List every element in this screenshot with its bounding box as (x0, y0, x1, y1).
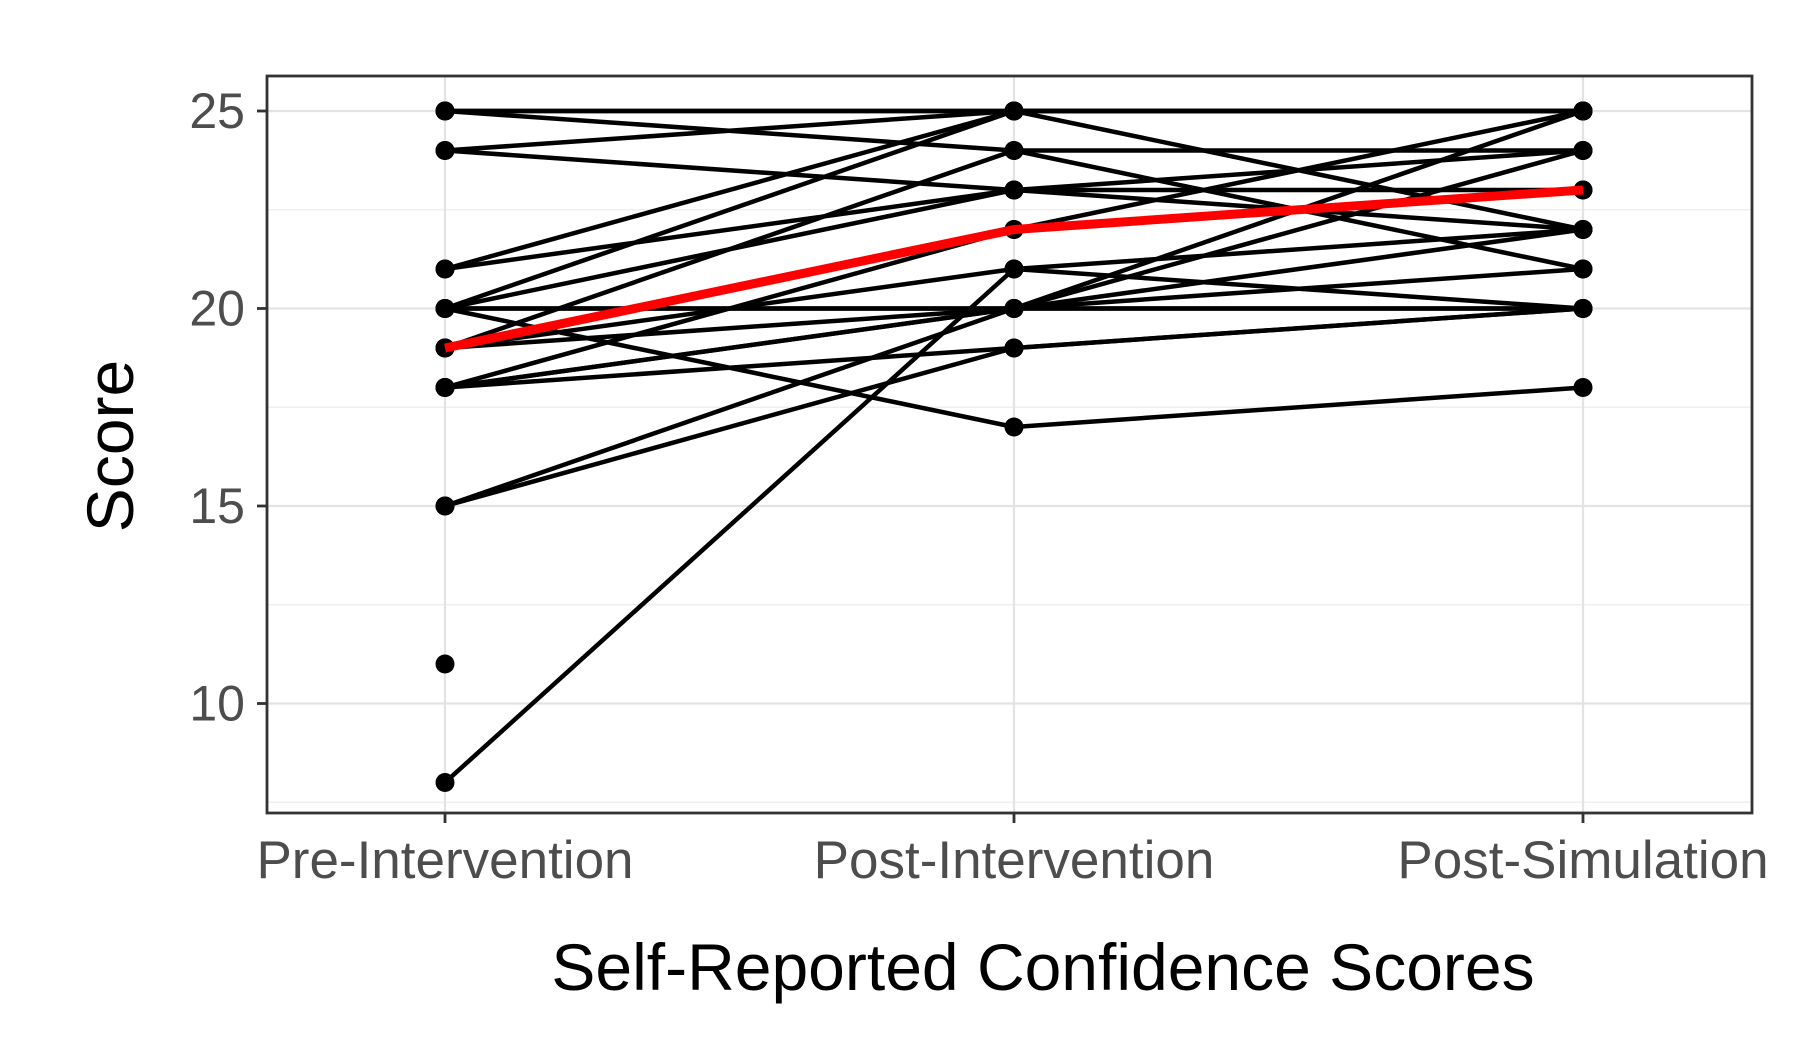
data-point (1004, 417, 1024, 437)
data-point (435, 654, 455, 674)
data-point (1004, 180, 1024, 200)
data-point (1573, 220, 1593, 239)
data-point (435, 299, 455, 318)
y-axis-title: Score (73, 360, 147, 532)
data-point (435, 496, 455, 516)
data-point (1004, 141, 1024, 160)
y-axis-tick-labels: 25 20 15 10 (189, 83, 245, 732)
data-point (1004, 259, 1024, 279)
y-tick-label: 20 (189, 281, 245, 337)
data-point (1004, 338, 1024, 358)
mean-trend-line (444, 185, 1584, 353)
x-tick-label: Post-Simulation (1397, 831, 1768, 890)
data-point (435, 259, 455, 279)
x-tick-label: Pre-Intervention (256, 831, 633, 890)
y-tick-label: 25 (189, 83, 245, 139)
data-point (1004, 101, 1024, 121)
data-point (1573, 378, 1593, 397)
data-point (1573, 101, 1593, 121)
data-point (435, 773, 455, 792)
data-point (1573, 299, 1593, 318)
data-point (1573, 141, 1593, 160)
data-point (435, 141, 455, 160)
mean-line (444, 185, 1584, 353)
panel-border (265, 74, 1754, 815)
data-point (435, 101, 455, 121)
y-tick-label: 15 (189, 478, 245, 534)
x-axis-title: Self-Reported Confidence Scores (551, 930, 1534, 1004)
data-point (1573, 259, 1593, 279)
data-point (435, 378, 455, 397)
data-points (435, 101, 1593, 792)
x-tick-label: Post-Intervention (814, 831, 1215, 890)
axis-tick-marks (257, 109, 1585, 823)
x-axis-tick-labels: Pre-Intervention Post-Intervention Post-Si… (256, 831, 1768, 890)
y-tick-label: 10 (189, 676, 245, 732)
data-point (1004, 299, 1024, 318)
